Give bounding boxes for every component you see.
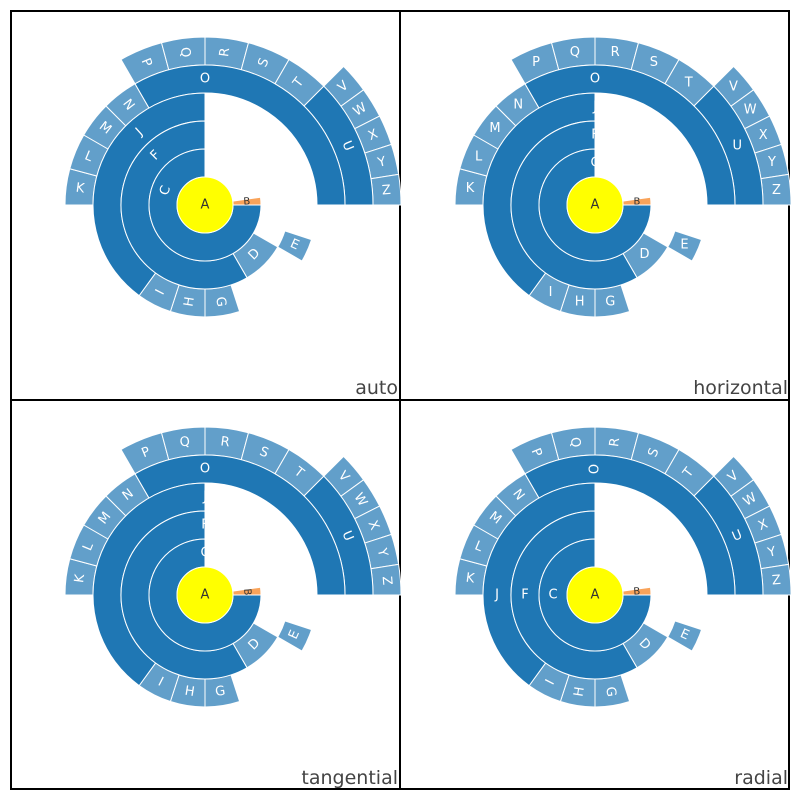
- wedge-label-K: K: [466, 181, 475, 196]
- wedge-label-R: R: [217, 47, 233, 58]
- wedge-label-H: H: [571, 686, 587, 698]
- wedge-label-R: R: [611, 45, 620, 60]
- panel-title-tangential: tangential: [301, 767, 398, 789]
- wedge-label-A: A: [201, 588, 210, 603]
- wedge-label-Q: Q: [567, 436, 583, 448]
- wedge-label-F: F: [201, 518, 208, 533]
- wedge-label-B: B: [243, 196, 251, 207]
- wedge-label-C: C: [548, 588, 557, 603]
- wedge-label-R: R: [607, 437, 623, 448]
- wedge-label-J: J: [592, 100, 597, 115]
- wedge-label-Q: Q: [179, 434, 191, 450]
- wedge-label-E: E: [680, 237, 688, 252]
- wedge-label-K: K: [72, 573, 88, 584]
- wedge-label-Z: Z: [771, 573, 781, 589]
- wedge-O: [524, 64, 736, 206]
- wedge-label-A: A: [591, 588, 600, 603]
- wedge-label-J: J: [494, 588, 499, 603]
- wedge-label-Y: Y: [375, 154, 387, 171]
- wedge-label-A: A: [591, 198, 600, 213]
- wedge-label-Y: Y: [767, 155, 776, 170]
- wedge-label-J: J: [202, 490, 207, 505]
- wedge-label-T: T: [684, 75, 693, 90]
- wedge-A: [566, 566, 624, 624]
- wedge-label-F: F: [521, 588, 528, 603]
- wedge-label-G: G: [602, 686, 618, 698]
- panel-title-radial: radial: [734, 767, 788, 789]
- wedge-A: [176, 176, 234, 234]
- wedge-label-G: G: [605, 294, 615, 309]
- wedge-label-C: C: [200, 546, 209, 561]
- wedge-label-N: N: [513, 98, 523, 113]
- wedge-label-Q: Q: [177, 46, 193, 58]
- wedge-label-K: K: [75, 181, 86, 197]
- wedge-A: [176, 566, 234, 624]
- wedge-label-Z: Z: [379, 576, 395, 586]
- wedge-label-W: W: [744, 102, 757, 117]
- wedge-label-G: G: [214, 684, 226, 700]
- wedge-label-R: R: [220, 434, 231, 450]
- wedge-label-I: I: [153, 287, 168, 297]
- wedge-label-Z: Z: [772, 183, 781, 198]
- panel-divider-horizontal: [10, 399, 790, 401]
- wedge-label-U: U: [733, 139, 743, 154]
- wedge-label-I: I: [549, 285, 553, 300]
- wedge-label-P: P: [532, 55, 540, 70]
- wedge-label-O: O: [590, 72, 600, 87]
- wedge-label-I: I: [155, 675, 165, 690]
- wedge-label-I: I: [543, 677, 558, 687]
- wedge-label-V: V: [729, 79, 738, 94]
- wedge-label-Y: Y: [374, 546, 391, 558]
- wedge-O: [134, 454, 346, 596]
- wedge-O: [134, 64, 346, 206]
- wedge-label-K: K: [465, 571, 476, 587]
- wedge-label-Y: Y: [765, 544, 777, 561]
- wedge-label-L: L: [475, 149, 483, 164]
- wedge-label-G: G: [212, 296, 228, 308]
- panel-title-auto: auto: [355, 377, 398, 399]
- wedge-label-X: X: [759, 128, 768, 143]
- wedge-O: [524, 454, 736, 596]
- wedge-label-S: S: [650, 55, 658, 70]
- wedge-label-F: F: [591, 128, 598, 143]
- wedge-label-H: H: [575, 294, 585, 309]
- wedge-label-M: M: [489, 121, 500, 136]
- wedge-A: [566, 176, 624, 234]
- wedge-label-H: H: [184, 684, 196, 700]
- wedge-label-B: B: [633, 586, 641, 597]
- wedge-label-O: O: [588, 464, 603, 474]
- wedge-label-O: O: [200, 72, 210, 87]
- wedge-label-D: D: [639, 247, 649, 262]
- wedge-label-A: A: [201, 198, 210, 213]
- wedge-label-Q: Q: [570, 45, 580, 60]
- wedge-label-O: O: [200, 462, 210, 477]
- wedge-label-H: H: [181, 296, 197, 308]
- wedge-label-B: B: [633, 197, 640, 208]
- panel-title-horizontal: horizontal: [693, 377, 788, 399]
- wedge-label-B: B: [241, 588, 252, 596]
- wedge-label-Z: Z: [381, 183, 391, 199]
- wedge-label-C: C: [590, 156, 599, 171]
